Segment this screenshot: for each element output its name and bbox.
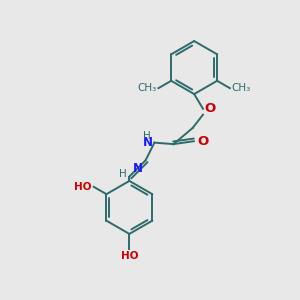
Text: O: O (198, 135, 209, 148)
Text: O: O (205, 102, 216, 115)
Text: HO: HO (121, 251, 138, 261)
Text: H: H (119, 169, 127, 178)
Text: N: N (143, 136, 153, 148)
Text: N: N (133, 162, 143, 175)
Text: HO: HO (74, 182, 91, 192)
Text: CH₃: CH₃ (138, 83, 157, 93)
Text: CH₃: CH₃ (231, 83, 250, 93)
Text: H: H (143, 131, 151, 141)
